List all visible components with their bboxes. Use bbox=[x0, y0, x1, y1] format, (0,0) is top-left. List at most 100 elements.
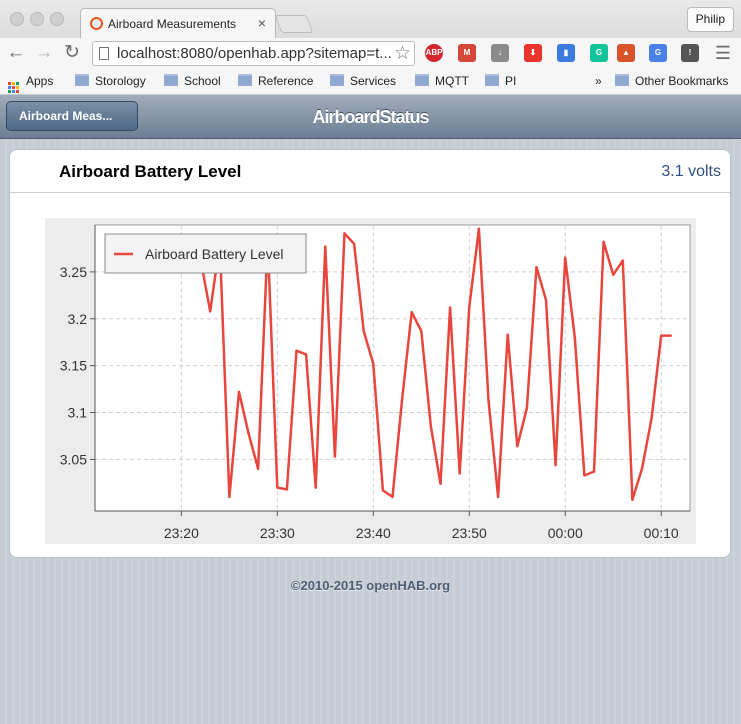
back-arrow-icon[interactable]: ← bbox=[6, 42, 26, 63]
data-point bbox=[554, 463, 557, 467]
data-point bbox=[477, 227, 481, 230]
openhab-header: Airboard Meas... AirboardStatus bbox=[0, 95, 741, 139]
data-point bbox=[621, 259, 625, 262]
data-point bbox=[602, 240, 605, 244]
bookmark-folder-other[interactable]: Other Bookmarks bbox=[615, 74, 728, 88]
data-point bbox=[660, 334, 663, 337]
data-point bbox=[410, 311, 413, 314]
data-point bbox=[535, 265, 538, 269]
data-point bbox=[314, 486, 317, 489]
info-icon[interactable]: ! bbox=[681, 44, 699, 62]
data-point bbox=[487, 399, 490, 402]
apps-grid-icon bbox=[8, 82, 19, 93]
data-point bbox=[640, 467, 644, 471]
x-tick-label: 23:50 bbox=[452, 525, 487, 541]
footer-copyright: ©2010-2015 openHAB.org bbox=[290, 578, 451, 593]
y-tick-label: 3.1 bbox=[68, 405, 88, 421]
data-point bbox=[583, 474, 586, 477]
data-point bbox=[247, 431, 250, 435]
data-point bbox=[631, 498, 634, 501]
data-point bbox=[208, 310, 212, 313]
y-tick-label: 3.25 bbox=[60, 264, 87, 280]
bookmark-label: School bbox=[184, 74, 221, 88]
browser-toolbar: ← → ↻ localhost:8080/openhab.app?sitemap… bbox=[0, 38, 741, 70]
data-point bbox=[506, 333, 509, 336]
data-point bbox=[285, 488, 289, 491]
data-point bbox=[669, 334, 673, 337]
bookmark-folder-school[interactable]: School bbox=[164, 74, 221, 88]
grammarly-icon[interactable]: G bbox=[590, 44, 608, 62]
bookmark-folder-pi[interactable]: PI bbox=[485, 74, 516, 88]
battery-chart: 23:20 23:30 23:40 23:50 00:00 00:10 3.25 3.2 3.1… bbox=[45, 218, 696, 544]
bookmark-apps-label: Apps bbox=[26, 74, 54, 88]
folder-icon bbox=[415, 74, 429, 86]
browser-tab-bar: Airboard Measurements × Philip bbox=[0, 0, 741, 39]
browser-tab[interactable]: Airboard Measurements × bbox=[80, 8, 276, 38]
bookmark-label: Reference bbox=[258, 74, 314, 88]
page-icon bbox=[99, 47, 109, 60]
data-point bbox=[458, 472, 461, 475]
data-point bbox=[564, 256, 567, 260]
bookmark-label: Storology bbox=[95, 74, 146, 88]
x-tick-label: 23:40 bbox=[356, 525, 391, 541]
data-point bbox=[496, 495, 500, 499]
bookmark-ext-icon[interactable]: ▮ bbox=[557, 44, 575, 62]
data-point bbox=[439, 482, 442, 486]
card-divider bbox=[10, 192, 730, 193]
bookmark-label: MQTT bbox=[435, 74, 469, 88]
translate-icon[interactable]: G bbox=[649, 44, 667, 62]
bookmark-label: Other Bookmarks bbox=[635, 74, 729, 88]
tab-title: Airboard Measurements bbox=[108, 17, 237, 31]
bookmark-apps[interactable]: Apps bbox=[8, 74, 53, 93]
data-point bbox=[295, 349, 298, 352]
close-window-icon[interactable] bbox=[10, 12, 24, 26]
data-point bbox=[372, 362, 375, 365]
data-point bbox=[304, 353, 308, 356]
reload-icon[interactable]: ↻ bbox=[64, 42, 80, 63]
data-point bbox=[650, 416, 653, 420]
menu-icon[interactable]: ☰ bbox=[714, 43, 732, 63]
profile-button[interactable]: Philip bbox=[686, 7, 734, 32]
data-point bbox=[448, 306, 452, 309]
y-tick-label: 3.05 bbox=[60, 451, 87, 467]
address-bar[interactable]: localhost:8080/openhab.app?sitemap=t... … bbox=[92, 41, 415, 66]
openhab-favicon-icon bbox=[90, 17, 103, 30]
data-point bbox=[237, 390, 241, 394]
chart-svg: 23:20 23:30 23:40 23:50 00:00 00:10 3.25 3.2 3.1… bbox=[60, 224, 691, 541]
data-point bbox=[420, 329, 423, 333]
data-point bbox=[333, 455, 337, 458]
data-point bbox=[381, 489, 385, 492]
adblock-plus-icon[interactable]: ABP bbox=[425, 44, 443, 62]
zoom-window-icon[interactable] bbox=[50, 12, 64, 26]
forward-arrow-icon[interactable]: → bbox=[34, 42, 54, 63]
bookmark-folder-reference[interactable]: Reference bbox=[238, 74, 313, 88]
item-card: Airboard Battery Level 3.1 volts 23:20 23… bbox=[9, 149, 731, 558]
gmail-icon[interactable]: M bbox=[458, 44, 476, 62]
data-point bbox=[429, 425, 433, 428]
data-point bbox=[324, 245, 327, 248]
bookmarks-overflow-button[interactable]: » bbox=[595, 74, 602, 88]
page-title: AirboardStatus bbox=[312, 107, 429, 127]
item-value: 3.1 volts bbox=[661, 163, 721, 180]
download-icon[interactable]: ↓ bbox=[491, 44, 509, 62]
data-point bbox=[228, 495, 231, 499]
minimize-window-icon[interactable] bbox=[30, 12, 44, 26]
bookmark-folder-mqtt[interactable]: MQTT bbox=[415, 74, 469, 88]
legend-box bbox=[104, 233, 307, 274]
back-button[interactable]: Airboard Meas... bbox=[6, 101, 138, 131]
save-icon[interactable]: ⬇ bbox=[524, 44, 542, 62]
reader-icon[interactable]: ▲ bbox=[617, 44, 635, 62]
close-tab-icon[interactable]: × bbox=[257, 15, 266, 31]
url-text[interactable]: localhost:8080/openhab.app?sitemap=t... bbox=[117, 45, 392, 62]
data-point bbox=[400, 398, 404, 401]
bookmark-star-icon[interactable]: ☆ bbox=[393, 43, 411, 64]
x-tick-label: 00:10 bbox=[644, 525, 679, 541]
data-point bbox=[276, 486, 279, 489]
y-tick-label: 3.15 bbox=[60, 358, 87, 374]
data-point bbox=[391, 495, 394, 499]
new-tab-button[interactable] bbox=[274, 15, 314, 33]
bookmark-folder-services[interactable]: Services bbox=[330, 74, 396, 88]
bookmark-folder-storology[interactable]: Storology bbox=[75, 74, 146, 88]
legend-label: Airboard Battery Level bbox=[145, 246, 284, 262]
data-point bbox=[256, 467, 260, 471]
